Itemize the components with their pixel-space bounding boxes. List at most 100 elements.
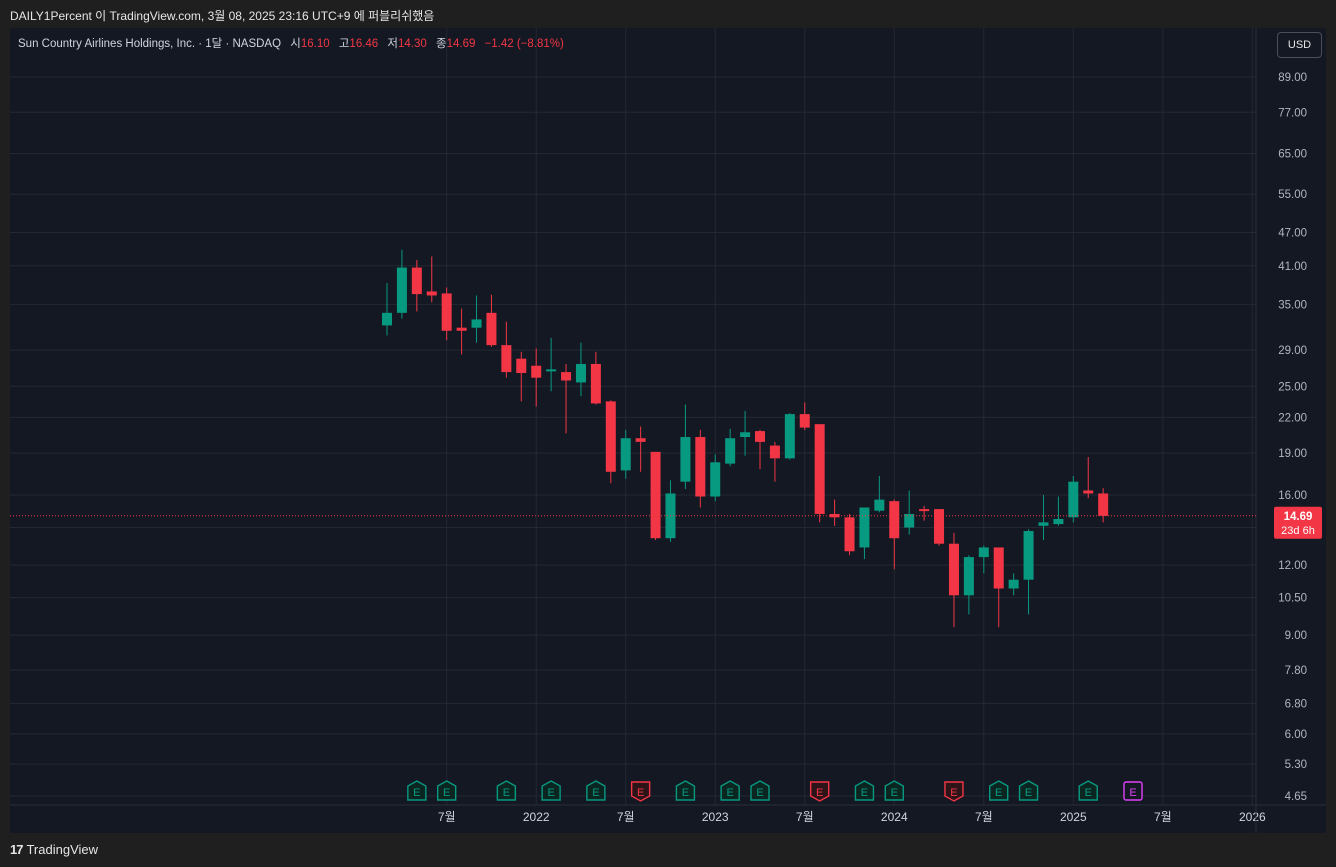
candle-body[interactable]: [501, 345, 512, 373]
candle-body[interactable]: [755, 431, 765, 442]
candle-body[interactable]: [590, 363, 601, 404]
candle-body[interactable]: [486, 312, 497, 346]
time-axis-label: 2026: [1239, 810, 1266, 824]
candle-body[interactable]: [680, 437, 691, 482]
price-axis-label: 4.65: [1285, 791, 1307, 803]
candle-body[interactable]: [1023, 531, 1034, 580]
candle-body[interactable]: [1098, 493, 1109, 516]
candle-body[interactable]: [1053, 518, 1064, 525]
time-axis-label: 2023: [702, 810, 729, 824]
earnings-marker[interactable]: [630, 781, 651, 802]
candle-body[interactable]: [396, 267, 407, 313]
tradingview-logo-icon: 17: [10, 842, 24, 857]
price-axis-label: 25.00: [1278, 381, 1307, 393]
candle-body[interactable]: [889, 501, 900, 539]
price-axis-label: 35.00: [1278, 299, 1307, 311]
last-price-label: 14.69: [1284, 511, 1313, 523]
candle-body[interactable]: [725, 438, 736, 464]
symbol-title[interactable]: Sun Country Airlines Holdings, Inc. · 1달…: [18, 38, 282, 50]
earnings-marker[interactable]: [586, 780, 606, 801]
earnings-marker[interactable]: [1018, 780, 1039, 801]
earnings-marker[interactable]: [989, 780, 1009, 801]
high-value: 16.46: [349, 38, 379, 50]
candle-body[interactable]: [904, 513, 915, 528]
candle-body[interactable]: [948, 543, 959, 596]
earnings-marker[interactable]: [1078, 780, 1098, 801]
candle-body[interactable]: [382, 312, 392, 326]
candle-body[interactable]: [575, 363, 586, 383]
earnings-marker[interactable]: [496, 780, 517, 801]
publish-info-bar: DAILY1Percent 이 TradingView.com, 3월 08, …: [0, 0, 1336, 28]
candle-body[interactable]: [1068, 481, 1079, 518]
high-label: 고: [338, 38, 350, 50]
earnings-marker[interactable]: [809, 781, 830, 802]
price-axis-label: 89.00: [1278, 72, 1307, 84]
earnings-marker[interactable]: [944, 781, 964, 802]
candlestick-chart[interactable]: 89.00 77.00 65.00 55.00 47.00 41.00 35.00 29.00…: [10, 28, 1326, 833]
candle-body[interactable]: [605, 401, 616, 472]
candle-body[interactable]: [934, 509, 945, 544]
price-axis-label: 9.00: [1285, 630, 1307, 642]
candle-body[interactable]: [695, 437, 706, 497]
candle-body[interactable]: [784, 414, 795, 459]
candle-body[interactable]: [471, 319, 482, 328]
candle-body[interactable]: [1038, 522, 1049, 526]
candle-body[interactable]: [1083, 490, 1094, 494]
price-axis-label: 41.00: [1278, 261, 1307, 273]
candle-body[interactable]: [799, 414, 810, 428]
candle-body[interactable]: [963, 557, 974, 596]
earnings-marker[interactable]: [1123, 781, 1143, 801]
earnings-marker-label: E: [637, 787, 644, 799]
earnings-marker[interactable]: [854, 780, 875, 801]
price-axis-label: 6.80: [1285, 698, 1307, 710]
price-axis-label: 22.00: [1278, 412, 1307, 424]
time-axis-label: 2022: [523, 810, 550, 824]
symbol-legend: Sun Country Airlines Holdings, Inc. · 1달…: [18, 35, 564, 51]
tradingview-brand[interactable]: 17 TradingView: [10, 842, 98, 857]
candle-body[interactable]: [710, 462, 721, 497]
earnings-marker-label: E: [503, 787, 510, 799]
candle-body[interactable]: [844, 517, 855, 552]
candle-body[interactable]: [426, 291, 437, 296]
earnings-marker-label: E: [816, 787, 823, 799]
candle-body[interactable]: [769, 445, 780, 459]
earnings-marker-label: E: [756, 787, 763, 799]
candle-body[interactable]: [978, 547, 989, 558]
open-value: 16.10: [300, 38, 330, 50]
candle-body[interactable]: [874, 499, 885, 511]
candle-body[interactable]: [993, 547, 1004, 589]
time-axis-label: 2025: [1060, 810, 1087, 824]
candle-body[interactable]: [650, 451, 661, 539]
last-price-badge: [1274, 506, 1322, 539]
candle-body[interactable]: [456, 327, 467, 331]
candle-body[interactable]: [635, 438, 646, 442]
candle-body[interactable]: [919, 509, 930, 512]
candle-body[interactable]: [814, 424, 825, 514]
earnings-marker[interactable]: [750, 780, 770, 801]
earnings-marker[interactable]: [541, 780, 561, 801]
price-axis-label: 65.00: [1278, 149, 1307, 161]
candle-body[interactable]: [1008, 579, 1019, 589]
candle-body[interactable]: [441, 293, 452, 331]
earnings-marker[interactable]: [720, 780, 740, 801]
candle-body[interactable]: [829, 513, 840, 518]
earnings-marker[interactable]: [436, 780, 457, 801]
earnings-marker[interactable]: [884, 780, 904, 801]
candle-body[interactable]: [620, 438, 631, 471]
candle-body[interactable]: [516, 358, 527, 374]
candle-body[interactable]: [859, 507, 870, 548]
low-value: 14.30: [398, 38, 427, 50]
currency-button[interactable]: USD: [1277, 32, 1322, 58]
candle-body[interactable]: [531, 365, 542, 378]
candle-body[interactable]: [411, 267, 422, 295]
candle-body[interactable]: [546, 369, 557, 372]
price-axis-label: 29.00: [1278, 345, 1307, 357]
earnings-marker[interactable]: [675, 780, 696, 801]
price-axis-label: 10.50: [1278, 593, 1307, 605]
earnings-marker[interactable]: [407, 780, 427, 801]
change-value: −1.42 (−8.81%): [484, 38, 564, 50]
price-axis-label: 16.00: [1278, 490, 1307, 502]
candle-body[interactable]: [740, 432, 751, 438]
chart-area[interactable]: 89.00 77.00 65.00 55.00 47.00 41.00 35.00 29.00…: [10, 28, 1326, 833]
candle-body[interactable]: [561, 372, 572, 381]
